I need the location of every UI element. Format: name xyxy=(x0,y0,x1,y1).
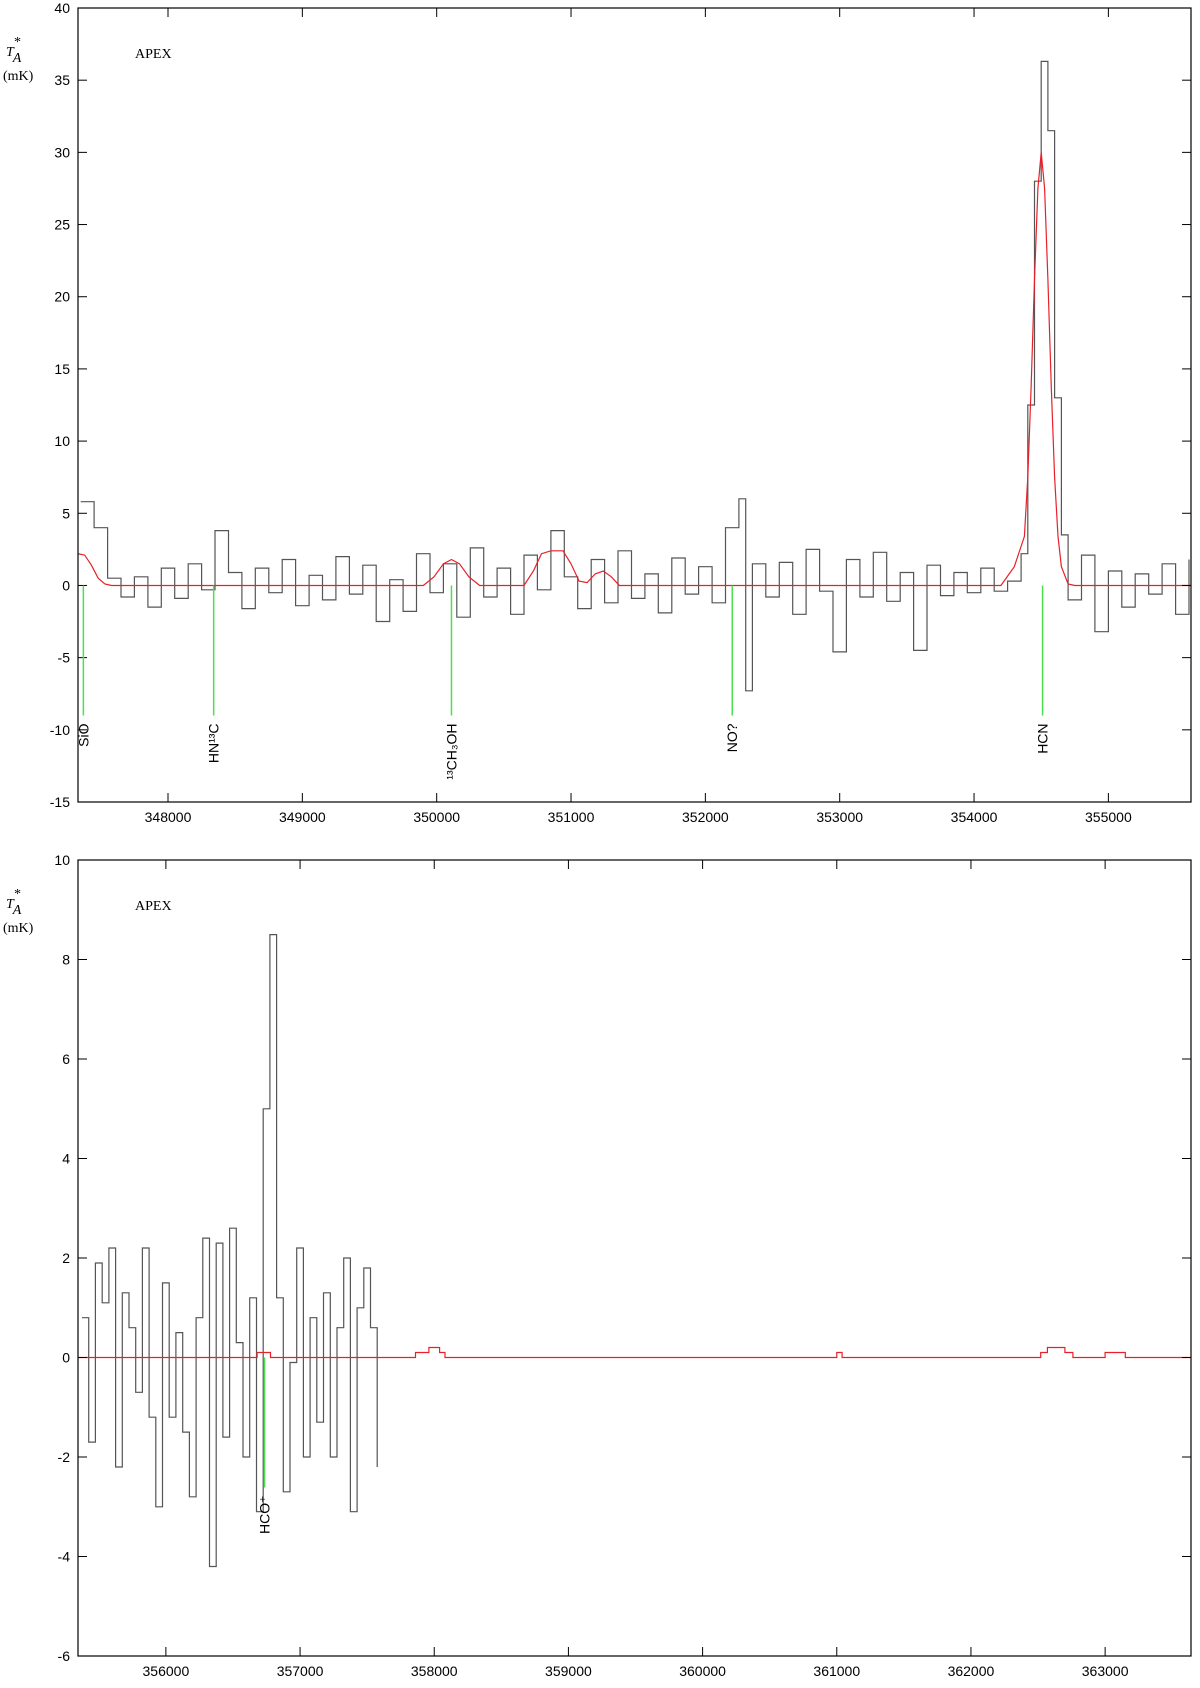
y-label-unit: (mK) xyxy=(3,69,34,84)
y-tick-label: -10 xyxy=(50,722,70,738)
y-tick-label: 20 xyxy=(54,289,70,305)
x-tick-label: 352000 xyxy=(682,809,729,825)
y-tick-label: 6 xyxy=(62,1051,70,1067)
x-tick-label: 361000 xyxy=(813,1663,860,1679)
x-tick-label: 362000 xyxy=(948,1663,995,1679)
y-tick-label: 40 xyxy=(54,0,70,16)
y-label-sup: * xyxy=(13,35,20,50)
y-tick-label: 30 xyxy=(54,144,70,160)
spectrum-line xyxy=(82,934,378,1568)
y-tick-label: 2 xyxy=(62,1250,70,1266)
y-tick-label: -15 xyxy=(50,794,70,810)
line-label: HCN xyxy=(1035,723,1051,753)
y-tick-label: -5 xyxy=(58,650,71,666)
y-tick-label: 10 xyxy=(54,433,70,449)
y-tick-label: -6 xyxy=(58,1648,71,1664)
x-tick-label: 348000 xyxy=(145,809,192,825)
y-label-sup: * xyxy=(13,887,20,902)
line-label: NO? xyxy=(724,723,740,752)
y-label: TA* xyxy=(6,887,22,918)
line-label: ¹³CH₃OH xyxy=(443,723,459,779)
line-label: HCO⁺ xyxy=(257,1496,273,1535)
x-tick-label: 356000 xyxy=(143,1663,190,1679)
x-tick-label: 358000 xyxy=(411,1663,458,1679)
y-tick-label: 5 xyxy=(62,505,70,521)
y-tick-label: 15 xyxy=(54,361,70,377)
spectrum-line xyxy=(78,1346,1191,1359)
plot xyxy=(78,60,1191,692)
y-tick-label: 0 xyxy=(62,577,70,593)
y-tick-label: 35 xyxy=(54,72,70,88)
annotation: APEX xyxy=(135,47,172,62)
x-tick-label: 360000 xyxy=(679,1663,726,1679)
x-tick-label: 355000 xyxy=(1085,809,1132,825)
x-tick-label: 349000 xyxy=(279,809,326,825)
y-tick-label: 0 xyxy=(62,1350,70,1366)
y-label-unit: (mK) xyxy=(3,921,34,936)
x-tick-label: 363000 xyxy=(1082,1663,1129,1679)
plot-frame xyxy=(77,859,1192,1657)
y-label-sub: A xyxy=(12,903,22,918)
x-tick-label: 351000 xyxy=(548,809,595,825)
x-tick-label: 357000 xyxy=(277,1663,324,1679)
x-tick-label: 354000 xyxy=(951,809,998,825)
y-tick-label: -2 xyxy=(58,1449,71,1465)
annotation: APEX xyxy=(135,899,172,914)
y-tick-label: 10 xyxy=(54,852,70,868)
spectrum-line xyxy=(78,152,1191,587)
y-tick-label: -4 xyxy=(58,1549,71,1565)
line-label: SiO xyxy=(75,723,91,746)
y-label-sub: A xyxy=(12,51,22,66)
y-tick-label: 4 xyxy=(62,1151,70,1167)
plot xyxy=(78,934,1191,1568)
x-tick-label: 353000 xyxy=(816,809,863,825)
line-label: HN¹³C xyxy=(206,723,222,763)
plot-frame xyxy=(77,7,1192,803)
y-tick-label: 25 xyxy=(54,217,70,233)
y-tick-label: 8 xyxy=(62,952,70,968)
x-tick-label: 350000 xyxy=(413,809,460,825)
y-label-symbol: T xyxy=(6,897,15,912)
y-label: TA* xyxy=(6,35,22,66)
y-label-symbol: T xyxy=(6,45,15,60)
x-tick-label: 359000 xyxy=(545,1663,592,1679)
spectrum-line xyxy=(80,60,1190,692)
